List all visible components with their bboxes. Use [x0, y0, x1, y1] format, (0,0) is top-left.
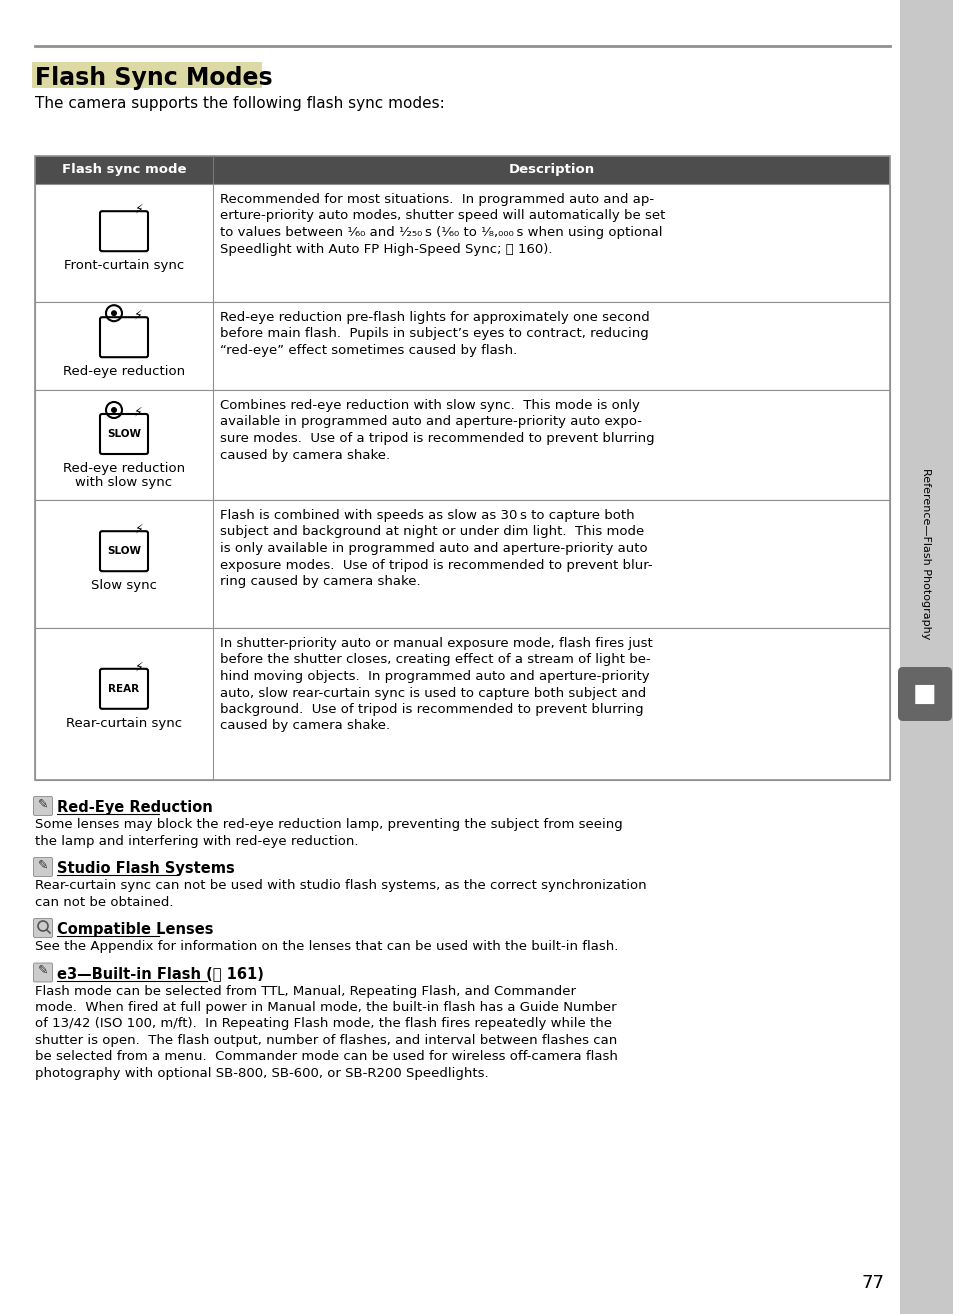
Bar — [32, 62, 262, 88]
Text: available in programmed auto and aperture-priority auto expo-: available in programmed auto and apertur… — [220, 415, 641, 428]
Text: sure modes.  Use of a tripod is recommended to prevent blurring: sure modes. Use of a tripod is recommend… — [220, 432, 654, 445]
Text: Red-Eye Reduction: Red-Eye Reduction — [57, 800, 213, 815]
Text: e3—Built-in Flash (📷 161): e3—Built-in Flash (📷 161) — [57, 967, 264, 982]
Text: Slow sync: Slow sync — [91, 579, 157, 593]
Circle shape — [111, 407, 117, 413]
Text: Combines red-eye reduction with slow sync.  This mode is only: Combines red-eye reduction with slow syn… — [220, 399, 639, 413]
Bar — [899, 0, 953, 1314]
Text: exposure modes.  Use of tripod is recommended to prevent blur-: exposure modes. Use of tripod is recomme… — [220, 558, 652, 572]
Bar — [35, 156, 889, 781]
Text: Compatible Lenses: Compatible Lenses — [57, 922, 213, 937]
Circle shape — [111, 310, 117, 317]
FancyBboxPatch shape — [897, 668, 951, 721]
Text: mode.  When fired at full power in Manual mode, the built-in flash has a Guide N: mode. When fired at full power in Manual… — [35, 1001, 616, 1014]
Text: Front-curtain sync: Front-curtain sync — [64, 259, 184, 272]
Text: to values between ¹⁄₆₀ and ¹⁄₂₅₀ s (¹⁄₆₀ to ¹⁄₈,₀₀₀ s when using optional: to values between ¹⁄₆₀ and ¹⁄₂₅₀ s (¹⁄₆₀… — [220, 226, 661, 239]
Text: with slow sync: with slow sync — [75, 476, 172, 489]
Text: ■: ■ — [912, 682, 936, 706]
Text: Flash mode can be selected from TTL, Manual, Repeating Flash, and Commander: Flash mode can be selected from TTL, Man… — [35, 984, 576, 997]
Bar — [35, 302, 889, 390]
Text: Speedlight with Auto FP High-Speed Sync; 📷 160).: Speedlight with Auto FP High-Speed Sync;… — [220, 243, 552, 255]
Text: ⚡: ⚡ — [134, 202, 143, 215]
Text: can not be obtained.: can not be obtained. — [35, 896, 173, 908]
Text: ⚡: ⚡ — [133, 309, 142, 322]
FancyBboxPatch shape — [33, 918, 52, 937]
Text: shutter is open.  The flash output, number of flashes, and interval between flas: shutter is open. The flash output, numbe… — [35, 1034, 617, 1047]
Text: SLOW: SLOW — [107, 428, 141, 439]
Text: Red-eye reduction: Red-eye reduction — [63, 463, 185, 474]
Text: photography with optional SB-800, SB-600, or SB-R200 Speedlights.: photography with optional SB-800, SB-600… — [35, 1067, 488, 1080]
Bar — [35, 390, 889, 501]
FancyBboxPatch shape — [33, 796, 52, 816]
Text: The camera supports the following flash sync modes:: The camera supports the following flash … — [35, 96, 444, 110]
Text: Flash is combined with speeds as slow as 30 s to capture both: Flash is combined with speeds as slow as… — [220, 509, 634, 522]
Text: the lamp and interfering with red-eye reduction.: the lamp and interfering with red-eye re… — [35, 834, 358, 848]
Text: erture-priority auto modes, shutter speed will automatically be set: erture-priority auto modes, shutter spee… — [220, 209, 664, 222]
Text: is only available in programmed auto and aperture-priority auto: is only available in programmed auto and… — [220, 541, 647, 555]
Text: ring caused by camera shake.: ring caused by camera shake. — [220, 576, 420, 587]
Text: SLOW: SLOW — [107, 547, 141, 556]
Text: Reference—Flash Photography: Reference—Flash Photography — [920, 468, 930, 640]
Text: Recommended for most situations.  In programmed auto and ap-: Recommended for most situations. In prog… — [220, 193, 654, 206]
Bar — [35, 156, 889, 184]
Text: of 13/42 (ISO 100, m/ft).  In Repeating Flash mode, the flash fires repeatedly w: of 13/42 (ISO 100, m/ft). In Repeating F… — [35, 1017, 612, 1030]
Text: Flash Sync Modes: Flash Sync Modes — [35, 66, 273, 89]
Text: 77: 77 — [862, 1275, 884, 1292]
Text: ✎: ✎ — [38, 858, 49, 871]
Text: auto, slow rear-curtain sync is used to capture both subject and: auto, slow rear-curtain sync is used to … — [220, 686, 645, 699]
Text: ⚡: ⚡ — [134, 661, 143, 673]
Bar — [35, 184, 889, 302]
Text: “red-eye” effect sometimes caused by flash.: “red-eye” effect sometimes caused by fla… — [220, 344, 517, 357]
Text: Red-eye reduction: Red-eye reduction — [63, 365, 185, 378]
Text: ⚡: ⚡ — [134, 523, 143, 536]
Text: See the Appendix for information on the lenses that can be used with the built-i: See the Appendix for information on the … — [35, 940, 618, 953]
Text: subject and background at night or under dim light.  This mode: subject and background at night or under… — [220, 526, 643, 539]
Text: ✎: ✎ — [38, 798, 49, 811]
Text: background.  Use of tripod is recommended to prevent blurring: background. Use of tripod is recommended… — [220, 703, 643, 716]
Text: before the shutter closes, creating effect of a stream of light be-: before the shutter closes, creating effe… — [220, 653, 650, 666]
Text: Rear-curtain sync can not be used with studio flash systems, as the correct sync: Rear-curtain sync can not be used with s… — [35, 879, 646, 892]
Text: REAR: REAR — [109, 683, 139, 694]
Text: Flash sync mode: Flash sync mode — [62, 163, 186, 176]
Text: ⚡: ⚡ — [133, 406, 142, 418]
FancyBboxPatch shape — [33, 963, 52, 982]
Bar — [35, 501, 889, 628]
Text: Rear-curtain sync: Rear-curtain sync — [66, 717, 182, 729]
Text: ✎: ✎ — [38, 964, 49, 978]
Text: before main flash.  Pupils in subject’s eyes to contract, reducing: before main flash. Pupils in subject’s e… — [220, 327, 648, 340]
Text: Studio Flash Systems: Studio Flash Systems — [57, 861, 234, 876]
Bar — [35, 628, 889, 781]
Text: In shutter-priority auto or manual exposure mode, flash fires just: In shutter-priority auto or manual expos… — [220, 637, 652, 650]
Text: hind moving objects.  In programmed auto and aperture-priority: hind moving objects. In programmed auto … — [220, 670, 649, 683]
Text: caused by camera shake.: caused by camera shake. — [220, 720, 390, 732]
Text: Some lenses may block the red-eye reduction lamp, preventing the subject from se: Some lenses may block the red-eye reduct… — [35, 819, 622, 830]
Text: caused by camera shake.: caused by camera shake. — [220, 448, 390, 461]
FancyBboxPatch shape — [33, 858, 52, 876]
Text: Red-eye reduction pre-flash lights for approximately one second: Red-eye reduction pre-flash lights for a… — [220, 311, 649, 325]
Text: Description: Description — [508, 163, 594, 176]
Text: be selected from a menu.  Commander mode can be used for wireless off-camera fla: be selected from a menu. Commander mode … — [35, 1050, 618, 1063]
